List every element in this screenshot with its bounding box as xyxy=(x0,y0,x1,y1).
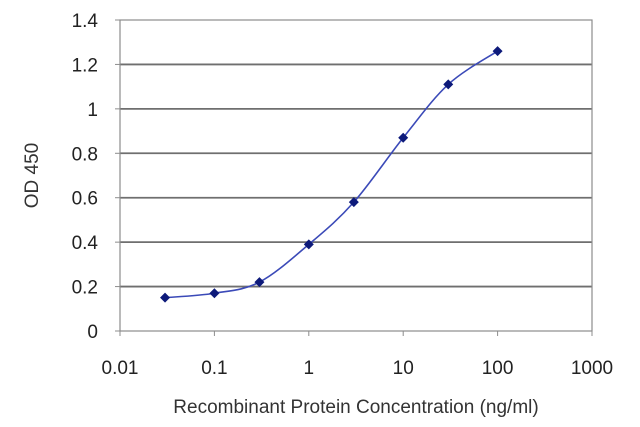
series xyxy=(160,46,503,303)
y-tick-label: 0.6 xyxy=(72,189,98,210)
plot-frame xyxy=(119,19,593,332)
y-tick-label: 1 xyxy=(87,100,98,121)
data-point xyxy=(160,292,171,303)
plot-area xyxy=(120,20,592,331)
data-point xyxy=(443,79,454,90)
x-tick-label: 0.1 xyxy=(201,358,227,379)
y-axis-ticks: 0 0.2 0.4 0.6 0.8 1 1.2 1.4 xyxy=(72,11,120,343)
x-axis-title: Recombinant Protein Concentration (ng/ml… xyxy=(173,397,538,418)
y-tick-label: 0 xyxy=(87,322,98,343)
data-point xyxy=(398,132,409,143)
y-tick-label: 0.4 xyxy=(72,233,99,254)
y-tick-label: 1.4 xyxy=(72,11,99,32)
y-tick-label: 0.2 xyxy=(72,278,98,299)
series-line xyxy=(164,50,499,299)
x-tick-label: 100 xyxy=(482,358,514,379)
y-tick-label: 1.2 xyxy=(72,55,98,76)
x-tick-label: 1000 xyxy=(571,358,613,379)
x-tick-label: 1 xyxy=(304,358,315,379)
data-point xyxy=(303,239,314,250)
gridlines xyxy=(120,63,592,288)
x-axis-ticks: 0.01 0.1 1 10 100 1000 xyxy=(102,331,613,379)
data-point xyxy=(209,288,220,299)
data-point xyxy=(254,277,265,288)
data-point xyxy=(492,46,503,57)
y-axis-title: OD 450 xyxy=(22,143,43,208)
x-tick-label: 10 xyxy=(393,358,414,379)
data-point xyxy=(348,197,359,208)
x-tick-label: 0.01 xyxy=(102,358,139,379)
y-tick-label: 0.8 xyxy=(72,144,98,165)
